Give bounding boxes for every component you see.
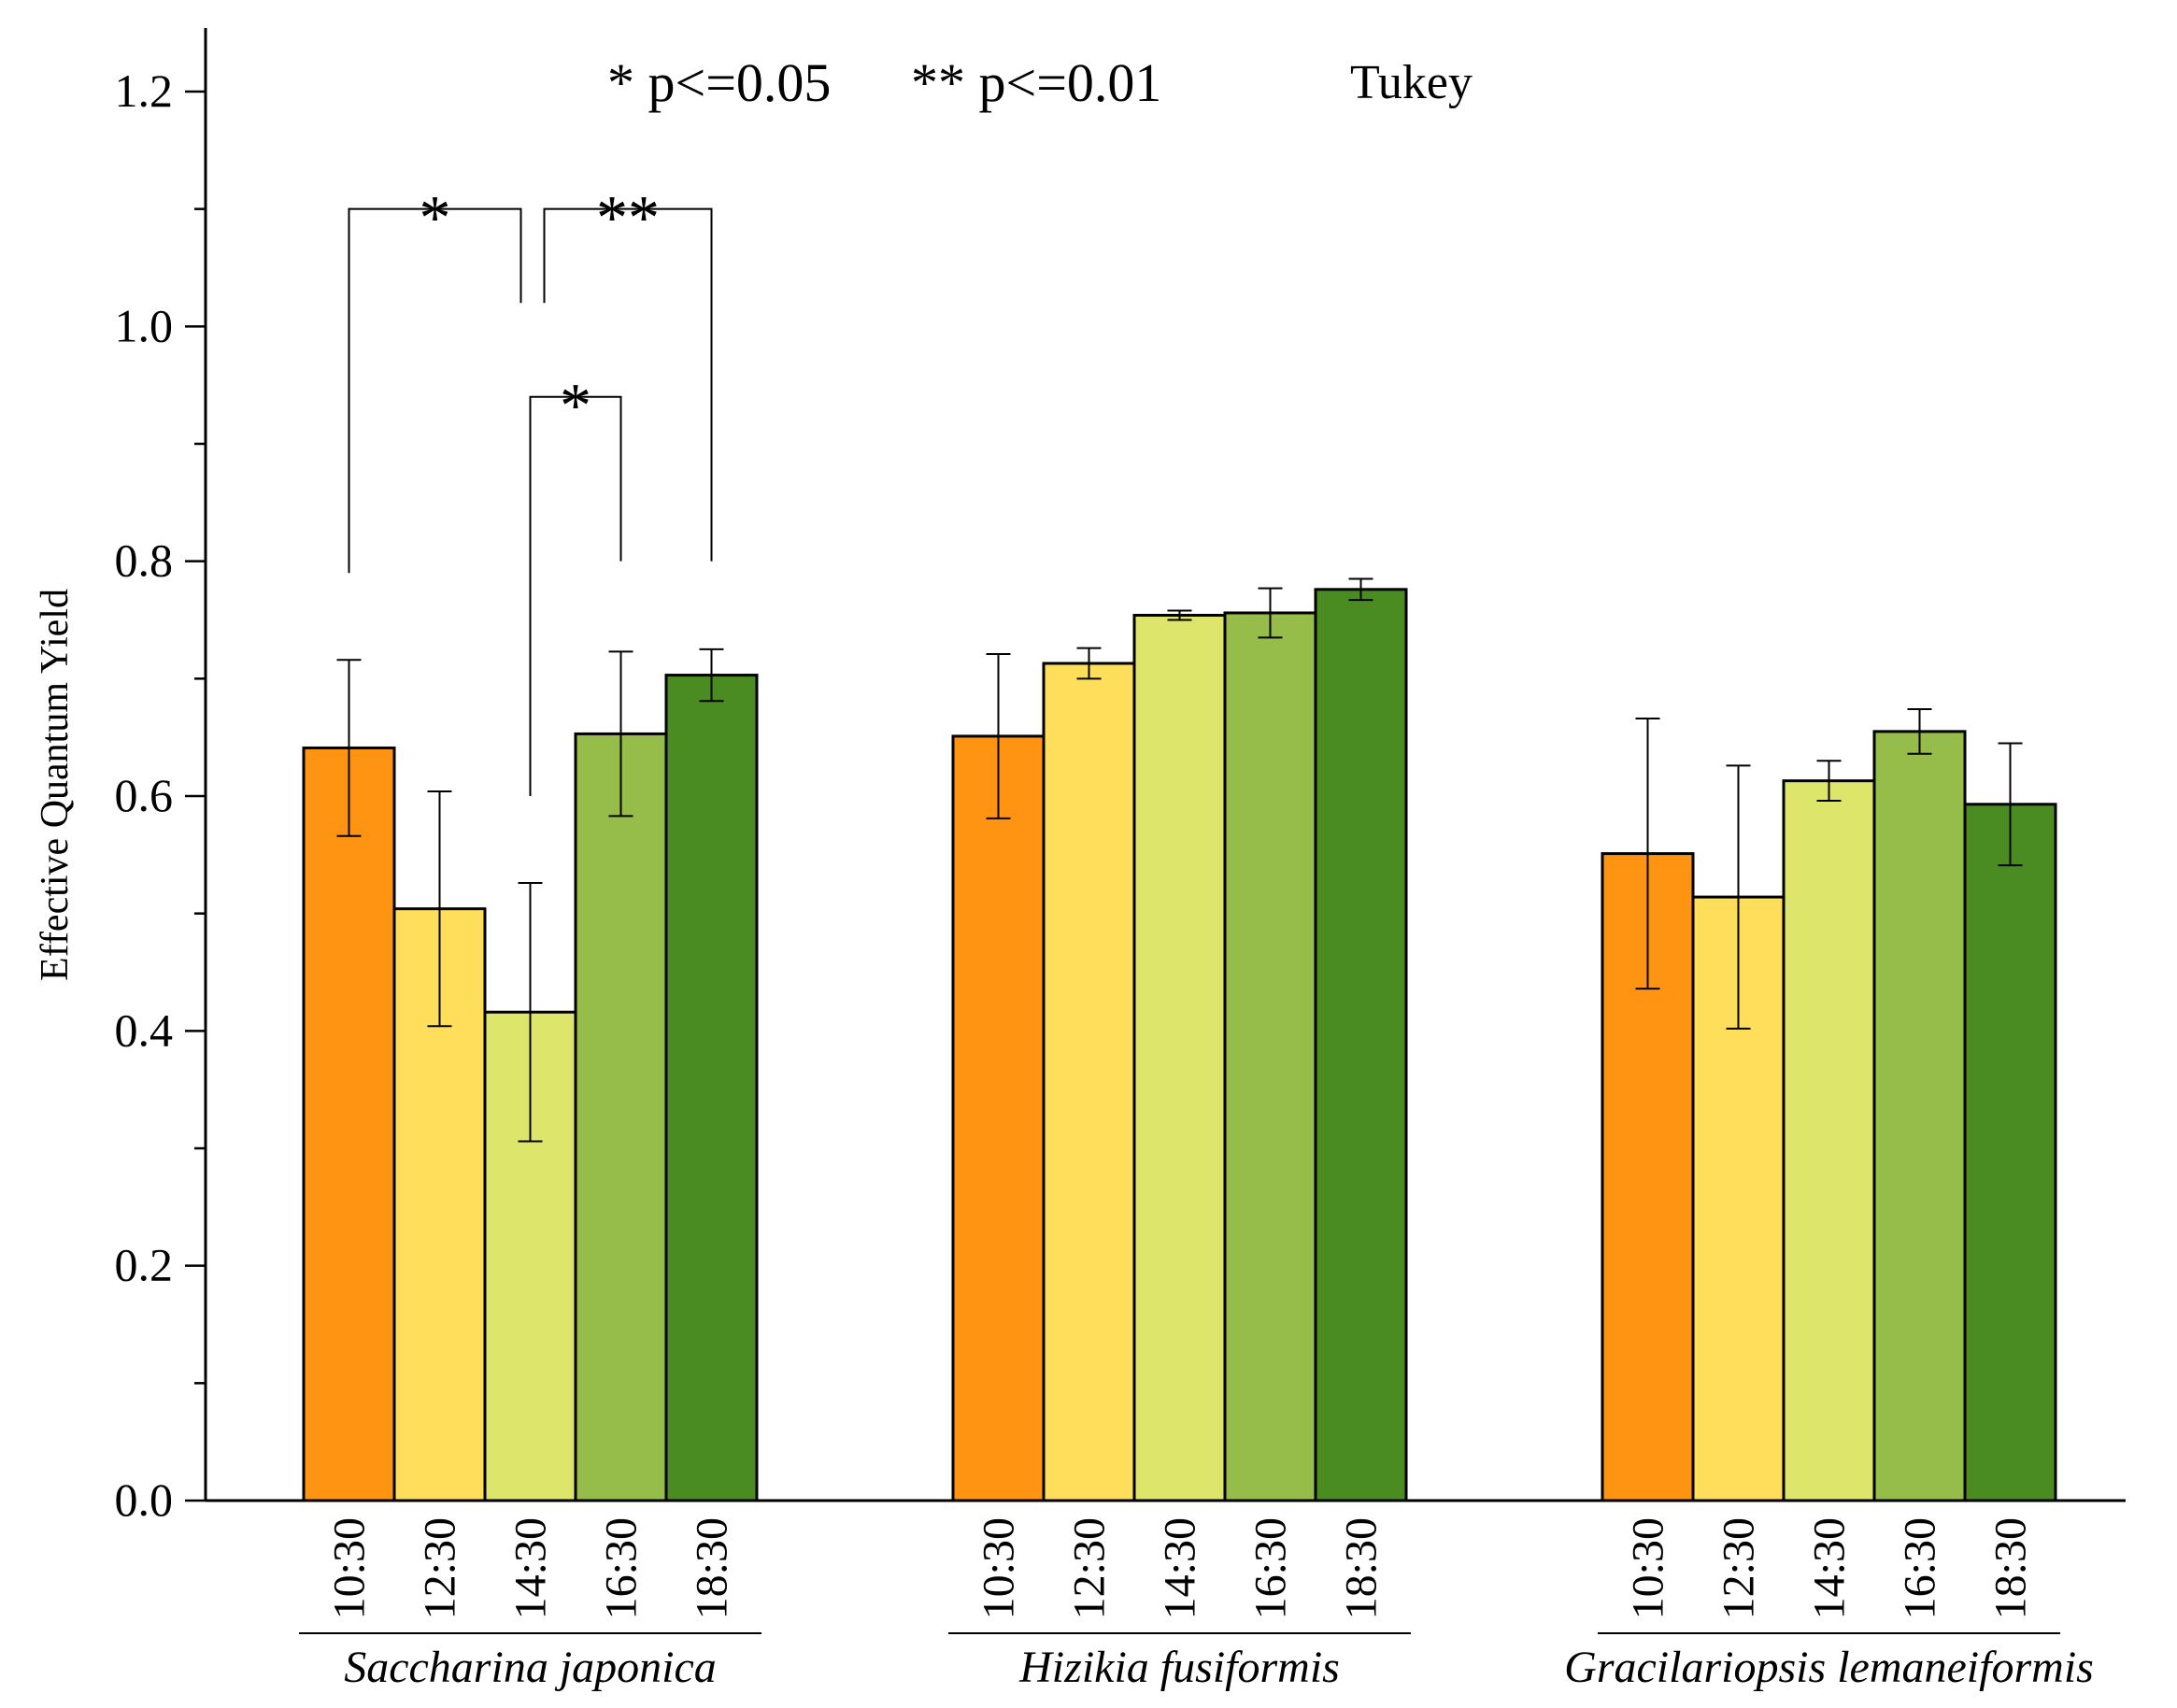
bar-1-1 bbox=[1042, 662, 1136, 1502]
y-tick-label: 0.6 bbox=[115, 769, 174, 821]
significance-star: * bbox=[560, 370, 591, 441]
bar-0-2 bbox=[483, 1010, 577, 1502]
bars bbox=[302, 588, 2057, 1502]
bar-2-3 bbox=[1872, 730, 1967, 1502]
y-tick-label: 0.4 bbox=[115, 1003, 174, 1056]
bar-0-3 bbox=[574, 732, 668, 1502]
y-tick-label: 0.8 bbox=[115, 534, 174, 587]
y-axis-label: Effective Quantum Yield bbox=[34, 589, 77, 981]
bar-2-4 bbox=[1963, 803, 2057, 1502]
x-tick-label: 16:30 bbox=[1896, 1517, 1945, 1619]
bar-0-0 bbox=[302, 746, 396, 1502]
x-tick-label: 14:30 bbox=[506, 1517, 556, 1619]
bracket-14-16 bbox=[529, 395, 622, 796]
bar-1-3 bbox=[1223, 611, 1317, 1502]
sig-legend-2: ** p<=0.01 bbox=[911, 52, 1161, 113]
group-label: Saccharina japonica bbox=[344, 1643, 717, 1692]
x-tick-label: 10:30 bbox=[975, 1517, 1024, 1619]
x-tick-label: 14:30 bbox=[1805, 1517, 1855, 1619]
bar-1-4 bbox=[1314, 588, 1408, 1502]
x-tick-label: 18:30 bbox=[688, 1517, 737, 1619]
x-tick-label: 16:30 bbox=[597, 1517, 647, 1619]
group-label: Hizikia fusiformis bbox=[1018, 1643, 1340, 1692]
bar-1-0 bbox=[951, 734, 1046, 1502]
error-bars bbox=[336, 577, 2023, 1143]
bar-2-2 bbox=[1782, 779, 1876, 1502]
y-tick-label: 0.2 bbox=[115, 1239, 174, 1291]
bar-0-4 bbox=[664, 674, 759, 1502]
x-tick-label: 18:30 bbox=[1337, 1517, 1387, 1619]
significance-star: ** bbox=[596, 182, 660, 253]
significance-star: * bbox=[420, 182, 451, 253]
x-tick-label: 12:30 bbox=[1715, 1517, 1764, 1619]
y-tick-label: 1.0 bbox=[115, 299, 174, 351]
x-tick-label: 10:30 bbox=[1624, 1517, 1673, 1619]
bracket-14-18 bbox=[543, 207, 713, 562]
sig-legend-1: * p<=0.05 bbox=[607, 52, 831, 113]
x-tick-label: 12:30 bbox=[1065, 1517, 1115, 1619]
y-tick-label: 1.2 bbox=[115, 64, 174, 117]
bracket-10-14 bbox=[348, 207, 522, 574]
test-label: Tukey bbox=[1350, 56, 1473, 109]
bar-1-2 bbox=[1132, 613, 1227, 1502]
significance-brackets: * *** bbox=[348, 182, 713, 796]
group-label: Gracilariopsis lemaneiformis bbox=[1564, 1643, 2094, 1692]
y-tick-label: 0.0 bbox=[115, 1473, 174, 1526]
x-tick-label: 18:30 bbox=[1986, 1517, 2036, 1619]
x-tick-label: 10:30 bbox=[325, 1517, 375, 1619]
x-tick-label: 14:30 bbox=[1156, 1517, 1205, 1619]
x-labels: 10:30 12:30 14:30 16:30 18:30 Saccharina japo… bbox=[299, 1517, 2094, 1692]
x-tick-label: 12:30 bbox=[416, 1517, 465, 1619]
x-tick-label: 16:30 bbox=[1246, 1517, 1296, 1619]
